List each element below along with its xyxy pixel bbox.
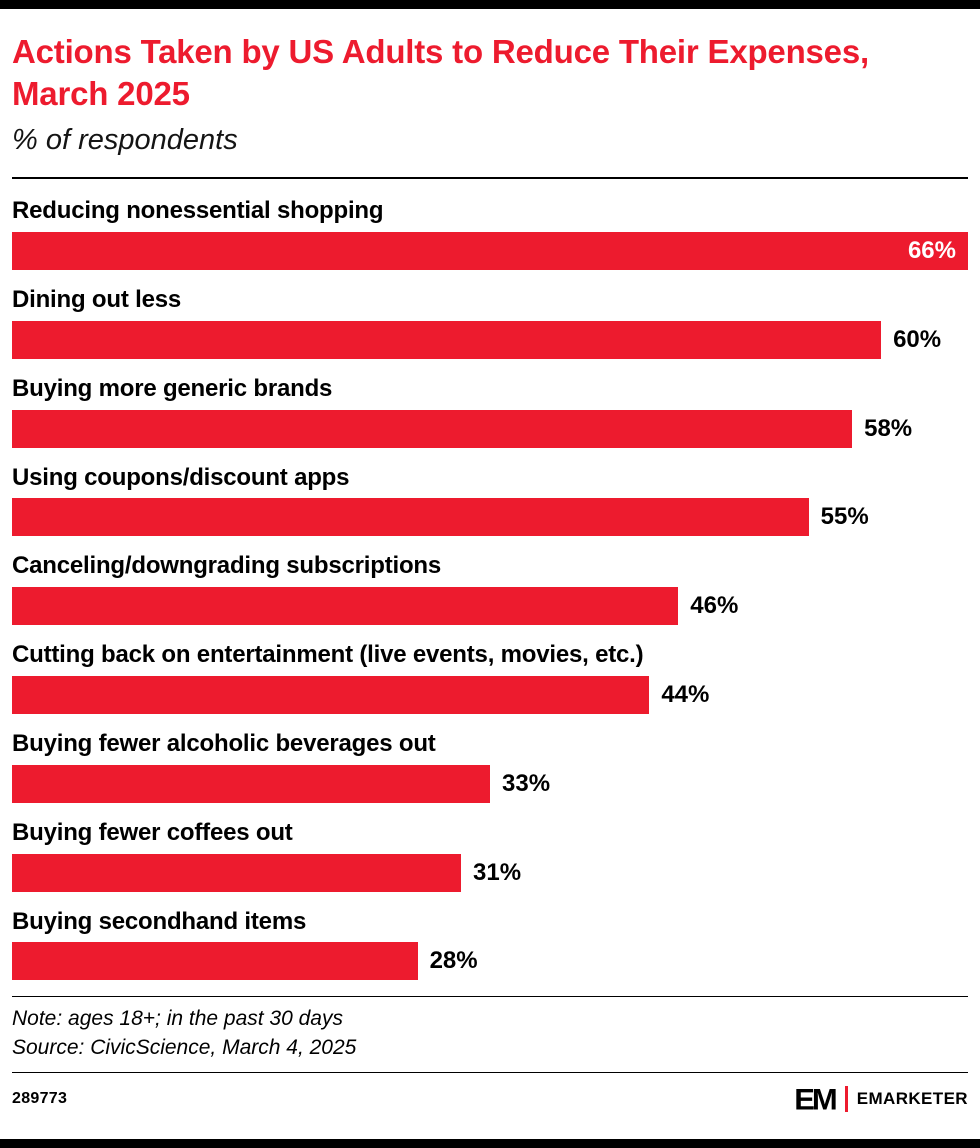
- top-black-bar: [0, 0, 980, 9]
- category-label: Dining out less: [12, 285, 182, 313]
- value-label: 55%: [820, 503, 869, 531]
- value-label: 58%: [864, 414, 913, 442]
- note-text: Note: ages 18+; in the past 30 days: [12, 1007, 343, 1031]
- header-divider: [12, 177, 968, 180]
- bar: [12, 675, 650, 714]
- bar-row: Canceling/downgrading subscriptions 46%: [12, 552, 968, 626]
- value-label: 60%: [893, 325, 942, 353]
- category-label: Buying fewer alcoholic beverages out: [12, 729, 436, 757]
- logo-separator: [844, 1086, 848, 1113]
- bar: [12, 942, 418, 981]
- chart-content: Actions Taken by US Adults to Reduce The…: [0, 31, 980, 1116]
- emarketer-logo: EM EMARKETER: [794, 1084, 968, 1115]
- chart-title: Actions Taken by US Adults to Reduce The…: [12, 33, 869, 112]
- bar: [12, 498, 809, 537]
- value-label: 46%: [690, 592, 739, 620]
- bar-row: Buying more generic brands 58%: [12, 375, 968, 448]
- bar-track: 44%: [12, 675, 968, 714]
- bar-row: Cutting back on entertainment (live even…: [12, 641, 968, 714]
- bar-track: 33%: [12, 764, 968, 803]
- category-label: Cutting back on entertainment (live even…: [12, 641, 644, 669]
- footer: 289773 EM EMARKETER: [12, 1082, 968, 1116]
- category-label: Using coupons/discount apps: [12, 463, 350, 491]
- value-label: 44%: [661, 680, 710, 708]
- bar-row: Buying fewer coffees out 31%: [12, 819, 968, 892]
- bar-track: 46%: [12, 587, 968, 626]
- bottom-black-bar: [0, 1139, 980, 1148]
- value-label: 33%: [502, 769, 551, 797]
- category-label: Buying secondhand items: [12, 907, 307, 935]
- category-label: Reducing nonessential shopping: [12, 197, 384, 225]
- category-label: Buying fewer coffees out: [12, 818, 293, 846]
- bar: 66%: [12, 231, 968, 270]
- bar: [12, 764, 490, 803]
- bar-track: 28%: [12, 942, 968, 981]
- bar-track: 60%: [12, 320, 968, 359]
- chart-subtitle: % of respondents: [12, 124, 238, 157]
- category-label: Canceling/downgrading subscriptions: [12, 552, 442, 580]
- bar-chart: Reducing nonessential shopping 66% Dinin…: [12, 197, 968, 981]
- bar-track: 31%: [12, 853, 968, 892]
- chart-id: 289773: [12, 1090, 68, 1108]
- bar: [12, 409, 853, 448]
- bar-track: 58%: [12, 409, 968, 448]
- footnote-divider: [12, 996, 968, 998]
- emarketer-logo-text: EMARKETER: [856, 1089, 968, 1109]
- footer-divider: [12, 1072, 968, 1074]
- bar: [12, 320, 882, 359]
- bar-row: Buying fewer alcoholic beverages out 33%: [12, 730, 968, 803]
- value-label: 28%: [429, 947, 478, 975]
- source-text: Source: CivicScience, March 4, 2025: [12, 1035, 357, 1059]
- bar-row: Buying secondhand items 28%: [12, 908, 968, 981]
- value-label: 31%: [473, 858, 522, 886]
- bar-track: 66%: [12, 231, 968, 270]
- bar: [12, 853, 462, 892]
- category-label: Buying more generic brands: [12, 374, 333, 402]
- value-label: 66%: [907, 236, 956, 264]
- bar-row: Using coupons/discount apps 55%: [12, 464, 968, 537]
- bar: [12, 587, 679, 626]
- bar-track: 55%: [12, 498, 968, 537]
- emarketer-monogram-icon: EM: [794, 1082, 837, 1116]
- bar-row: Dining out less 60%: [12, 286, 968, 359]
- bar-row: Reducing nonessential shopping 66%: [12, 197, 968, 270]
